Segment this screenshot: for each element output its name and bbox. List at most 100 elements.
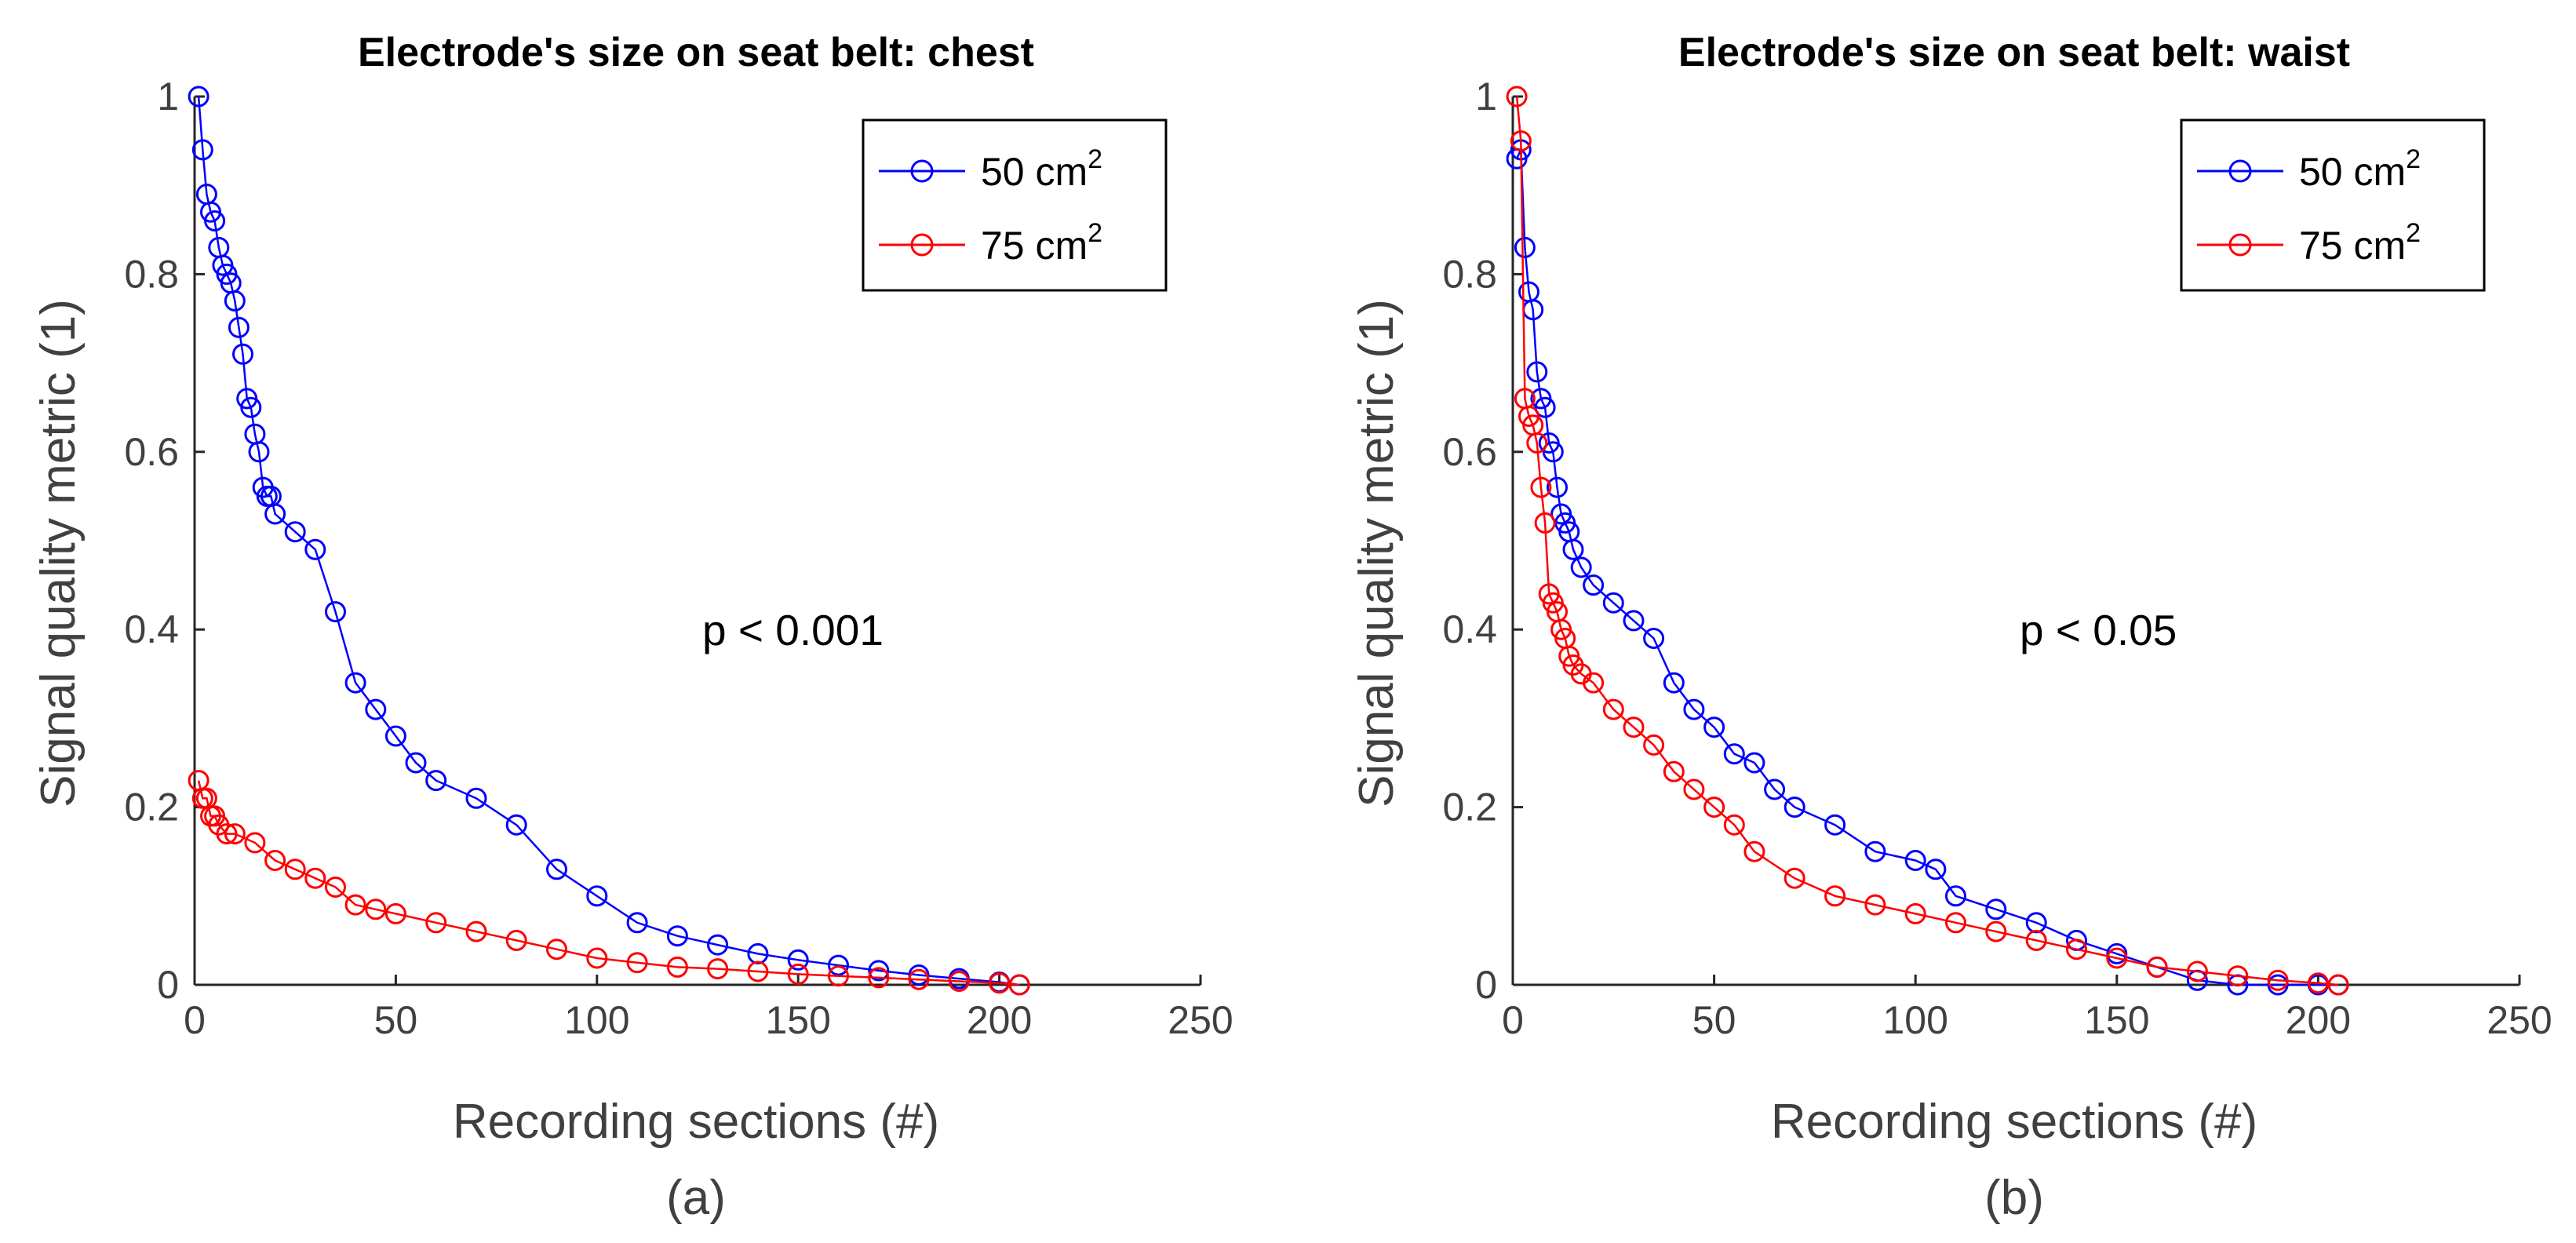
data-point [216,823,238,845]
data-point [1583,574,1605,596]
data-point [1743,752,1765,774]
data-point [546,858,567,880]
y-tick-label: 0.6 [1442,430,1497,474]
data-point [224,823,246,845]
data-point [1643,628,1665,649]
legend-label: 50 cm2 [981,144,1102,194]
data-point [1583,672,1605,694]
data-point [1904,850,1926,871]
x-tick-label: 0 [184,998,206,1042]
data-point [2227,965,2249,987]
y-axis-label: Signal quality metric (1) [31,299,86,807]
data-point [1703,796,1725,818]
data-point [1824,885,1846,907]
legend-marker [2228,233,2252,257]
legend-marker [910,159,934,183]
x-tick-label: 100 [1882,998,1947,1042]
y-axis-label: Signal quality metric (1) [1350,299,1404,807]
data-point [1526,432,1548,454]
y-tick-label: 0 [157,963,179,1007]
subfigure-caption: (b) [1984,1171,2044,1225]
legend: 50 cm2 75 cm2 [2180,118,2486,292]
data-point [1985,920,2007,942]
data-point [384,725,406,747]
data-point [264,503,286,525]
data-point [747,960,769,982]
data-point [828,965,849,987]
data-point [1008,974,1030,996]
data-point [948,971,970,992]
data-point [365,899,387,920]
data-point [1547,476,1568,498]
data-point [1764,778,1786,800]
legend-label: 50 cm2 [2299,144,2421,194]
data-point [1534,512,1556,534]
x-tick-label: 250 [2487,998,2552,1042]
data-point [1643,734,1665,756]
data-point [384,902,406,924]
y-tick-label: 0.6 [124,430,179,474]
data-point [344,672,366,694]
chart-panel-a: Electrode's size on seat belt: chest 0 50… [31,30,1233,1225]
data-point [868,967,890,989]
data-point [1743,840,1765,862]
data-point [1723,814,1745,836]
data-point [868,960,890,982]
legend: 50 cm2 75 cm2 [862,118,1168,292]
series-red [188,770,1030,996]
x-tick-label: 150 [2084,998,2149,1042]
data-point [1602,592,1624,614]
data-point [232,343,253,365]
data-point [666,956,688,978]
data-point [1562,538,1584,560]
p-value-annotation: p < 0.05 [2020,606,2177,654]
chart-title: Electrode's size on seat belt: chest [358,30,1034,75]
legend-entry: 50 cm2 [879,144,1102,194]
data-point [1784,796,1805,818]
data-point [707,958,729,980]
legend-entry: 50 cm2 [2197,144,2421,194]
data-point [284,521,306,543]
legend-marker [2228,159,2252,183]
data-point [2307,972,2329,994]
data-point [1723,743,1745,765]
y-tick-labels: 0 0.2 0.4 0.6 0.8 1 [124,75,179,1007]
y-tick-label: 0.2 [1442,786,1497,829]
data-point [586,947,608,969]
data-point [191,139,213,161]
legend-entry: 75 cm2 [879,218,1102,268]
data-point [586,885,608,907]
y-tick-label: 0.8 [1442,252,1497,296]
data-point [2146,956,2168,978]
data-point [1506,86,1528,108]
data-point [188,86,210,108]
x-tick-label: 50 [374,998,418,1042]
data-point [1623,716,1645,738]
data-point [989,972,1011,994]
data-point [1925,858,1947,880]
data-point [787,963,809,985]
series-red [1506,86,2349,996]
data-point [2267,969,2289,991]
data-point [244,832,266,854]
x-tick-label: 200 [967,998,1032,1042]
data-point [284,858,306,880]
data-point [1683,778,1705,800]
data-point [1904,902,1926,924]
x-axis-label: Recording sections (#) [1771,1095,2257,1149]
x-axis-label: Recording sections (#) [453,1095,939,1149]
data-point [1683,698,1705,720]
data-point [1570,556,1592,578]
data-point [2186,960,2208,982]
data-point [1530,476,1552,498]
legend-label: 75 cm2 [2299,218,2421,268]
data-point [787,949,809,971]
series-line [1515,96,2339,986]
data-point [425,770,447,792]
legend-box [862,118,1168,292]
data-point [1534,396,1556,418]
data-point [2025,929,2047,951]
y-tick-label: 0.8 [124,252,179,296]
y-tick-labels: 0 0.2 0.4 0.6 0.8 1 [1442,75,1497,1007]
